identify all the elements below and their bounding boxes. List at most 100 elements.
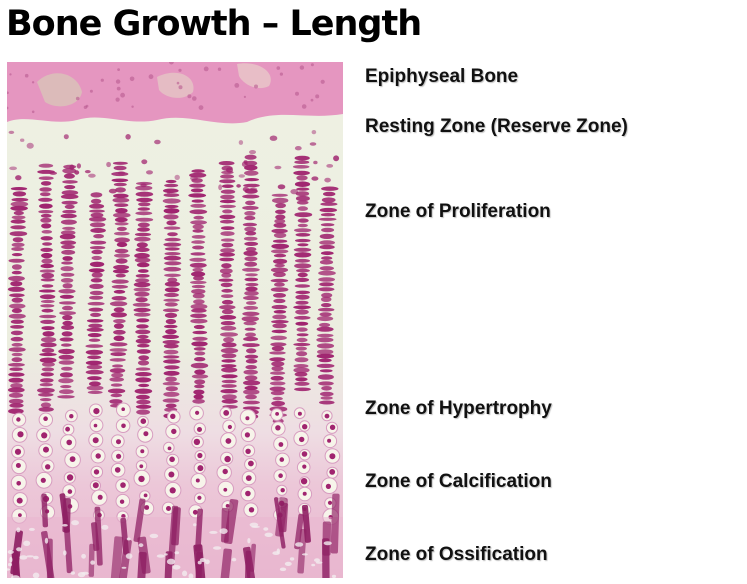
- proliferating-chondrocyte: [111, 372, 124, 378]
- vascular-space: [204, 559, 210, 565]
- proliferating-chondrocyte: [132, 302, 151, 307]
- proliferating-chondrocyte: [12, 237, 24, 243]
- proliferating-chondrocyte: [61, 343, 72, 347]
- proliferating-chondrocyte: [316, 326, 334, 332]
- proliferating-chondrocyte: [221, 374, 238, 379]
- proliferating-chondrocyte: [273, 222, 287, 228]
- proliferating-chondrocyte: [10, 281, 23, 287]
- proliferating-chondrocyte: [221, 379, 237, 384]
- proliferating-chondrocyte: [296, 327, 308, 332]
- vascular-space: [182, 570, 188, 577]
- proliferating-chondrocyte: [111, 296, 127, 301]
- proliferating-chondrocyte: [10, 205, 28, 211]
- proliferating-chondrocyte: [90, 312, 102, 317]
- proliferating-chondrocyte: [220, 189, 236, 194]
- osteocyte: [148, 74, 154, 80]
- proliferating-chondrocyte: [193, 347, 206, 351]
- proliferating-chondrocyte: [87, 333, 102, 338]
- osteocyte: [234, 83, 240, 88]
- proliferating-chondrocyte: [89, 246, 106, 250]
- vascular-space: [81, 553, 86, 559]
- proliferating-chondrocyte: [317, 333, 334, 338]
- slide-title: Bone Growth – Length: [6, 4, 422, 44]
- proliferating-chondrocyte: [192, 398, 205, 404]
- proliferating-chondrocyte: [39, 357, 57, 363]
- proliferating-chondrocyte: [271, 228, 288, 234]
- proliferating-chondrocyte: [220, 174, 235, 179]
- osteocyte: [203, 66, 209, 72]
- proliferating-chondrocyte: [11, 197, 29, 202]
- osteocyte: [299, 65, 305, 70]
- proliferating-chondrocyte: [8, 275, 25, 282]
- nucleus: [279, 457, 285, 462]
- bone-trabecula: [135, 551, 147, 578]
- proliferating-chondrocyte: [296, 337, 308, 343]
- nucleus: [93, 408, 100, 415]
- bone-trabecula: [62, 498, 71, 533]
- proliferating-chondrocyte: [271, 361, 285, 367]
- osteocyte: [115, 79, 121, 84]
- osteocyte: [24, 73, 29, 78]
- nucleus: [280, 488, 285, 493]
- proliferating-chondrocyte: [164, 273, 181, 277]
- proliferating-chondrocyte: [321, 197, 336, 203]
- vascular-space: [247, 538, 251, 544]
- proliferating-chondrocyte: [273, 271, 286, 278]
- nucleus: [69, 456, 76, 462]
- proliferating-chondrocyte: [8, 362, 25, 367]
- nucleus: [222, 468, 228, 475]
- vascular-space: [26, 555, 34, 558]
- proliferating-chondrocyte: [138, 383, 150, 388]
- proliferating-chondrocyte: [133, 307, 151, 313]
- proliferating-chondrocyte: [166, 220, 177, 226]
- nucleus: [95, 453, 101, 459]
- proliferating-chondrocyte: [60, 219, 77, 225]
- bone-trabecula: [220, 548, 232, 578]
- resting-chondrocyte: [238, 140, 244, 145]
- proliferating-chondrocyte: [191, 240, 206, 244]
- proliferating-chondrocyte: [61, 331, 73, 337]
- marrow-space: [237, 63, 271, 89]
- proliferating-chondrocyte: [39, 269, 55, 273]
- proliferating-chondrocyte: [39, 352, 57, 357]
- proliferating-chondrocyte: [135, 297, 148, 303]
- proliferating-chondrocyte: [220, 248, 235, 253]
- osteocyte: [295, 91, 299, 96]
- proliferating-chondrocyte: [87, 355, 102, 360]
- proliferating-chondrocyte: [40, 192, 51, 197]
- proliferating-chondrocyte: [137, 269, 149, 273]
- nucleus: [278, 442, 284, 447]
- proliferating-chondrocyte: [189, 172, 207, 178]
- nucleus: [301, 451, 308, 457]
- nucleus: [97, 494, 103, 500]
- bone-trabecula: [64, 528, 73, 574]
- proliferating-chondrocyte: [135, 367, 151, 371]
- vascular-space: [193, 523, 197, 527]
- vascular-space: [7, 550, 14, 554]
- osteocyte: [178, 85, 183, 90]
- proliferating-chondrocyte: [164, 247, 180, 251]
- proliferating-chondrocyte: [8, 408, 24, 415]
- proliferating-chondrocyte: [294, 371, 308, 377]
- bone-trabecula: [120, 517, 129, 555]
- bone-trabecula: [221, 507, 230, 543]
- proliferating-chondrocyte: [62, 180, 78, 184]
- nucleus: [248, 460, 254, 467]
- proliferating-chondrocyte: [90, 192, 103, 198]
- proliferating-chondrocyte: [41, 326, 55, 331]
- proliferating-chondrocyte: [133, 312, 151, 317]
- proliferating-chondrocyte: [191, 341, 208, 347]
- label-epiphyseal-bone: Epiphyseal Bone: [365, 66, 519, 87]
- proliferating-chondrocyte: [295, 233, 311, 237]
- proliferating-chondrocyte: [137, 227, 150, 232]
- proliferating-chondrocyte: [85, 349, 104, 355]
- proliferating-chondrocyte: [295, 309, 309, 315]
- proliferating-chondrocyte: [89, 261, 105, 267]
- proliferating-chondrocyte: [243, 389, 260, 395]
- vascular-space: [164, 553, 168, 556]
- nucleus: [166, 506, 171, 511]
- proliferating-chondrocyte: [134, 236, 151, 242]
- proliferating-chondrocyte: [221, 294, 234, 298]
- proliferating-chondrocyte: [165, 318, 177, 325]
- osteocyte: [85, 104, 89, 108]
